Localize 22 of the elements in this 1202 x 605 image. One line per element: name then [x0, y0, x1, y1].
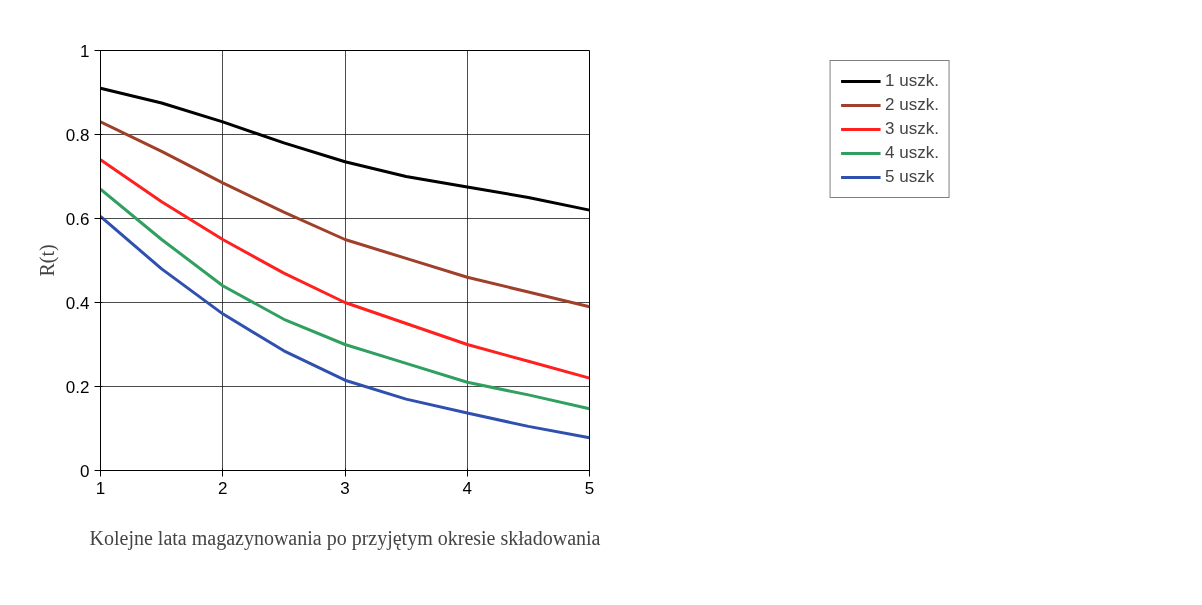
x-tick-label: 3	[340, 478, 350, 498]
x-axis-title: Kolejne lata magazynowania po przyjętym okresie składowania	[89, 526, 601, 550]
line-series	[100, 120, 590, 309]
line-series	[100, 187, 590, 411]
y-tick-label: 0.6	[65, 209, 90, 229]
legend-label: 4 uszk.	[885, 143, 939, 163]
x-tick-label: 4	[462, 478, 472, 498]
y-tick-label: 0.2	[65, 377, 90, 397]
y-axis-title: R(t)	[35, 244, 59, 277]
legend-label: 1 uszk.	[885, 71, 939, 91]
x-tick-label: 1	[95, 478, 106, 498]
legend-label: 3 uszk.	[885, 119, 939, 139]
x-tick-label: 2	[218, 478, 228, 498]
y-tick-label: 0	[80, 461, 90, 481]
y-tick-label: 0.4	[65, 293, 90, 313]
y-tick-label: 0.8	[65, 125, 90, 145]
line-series	[100, 158, 590, 380]
x-tick-label: 5	[584, 478, 595, 498]
line-series	[100, 214, 590, 440]
y-tick-label: 1	[80, 41, 90, 61]
legend-label: 5 uszk	[885, 167, 935, 187]
legend-label: 2 uszk.	[885, 95, 939, 115]
